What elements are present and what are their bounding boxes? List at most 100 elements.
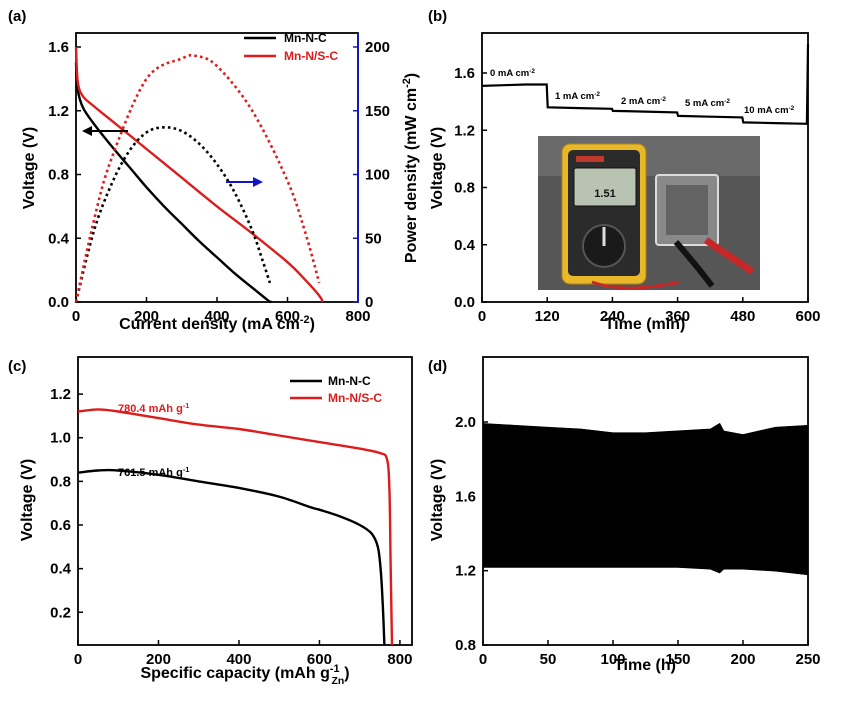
y2-tick-label: 100 bbox=[365, 167, 390, 184]
y-tick-label: 1.6 bbox=[48, 39, 69, 56]
red-clip-lead bbox=[703, 237, 755, 275]
y-tick-label: 0.4 bbox=[48, 230, 70, 247]
panel-b: 0 120 240 360 480 600 0.0 0.4 0.8 1.2 1.6 (b) Time (… bbox=[428, 8, 821, 333]
y-tick-label: 1.6 bbox=[454, 65, 475, 82]
legend-label-mn-n-c: Mn-N-C bbox=[284, 31, 327, 45]
y-tick-label: 1.6 bbox=[455, 488, 476, 505]
red-probe-wire bbox=[591, 280, 681, 290]
plot-frame bbox=[77, 356, 413, 646]
x-axis-label: Specific capacity (mAh g-1 Zn) bbox=[140, 663, 349, 687]
legend-label-mn-n-c: Mn-N-C bbox=[328, 374, 371, 388]
x-tick-label: 0 bbox=[72, 308, 80, 325]
x-tick-label: 400 bbox=[226, 651, 251, 668]
x-axis-label: Time (h) bbox=[614, 657, 676, 674]
y-axis-label: Voltage (V) bbox=[429, 459, 446, 541]
series-discharge-lower bbox=[483, 566, 809, 576]
superscript: -2 bbox=[300, 314, 310, 326]
y-tick-label: 0.4 bbox=[454, 237, 476, 254]
superscript: -1 bbox=[183, 465, 190, 474]
y-axis-label: Voltage (V) bbox=[21, 127, 38, 209]
superscript: -2 bbox=[660, 96, 666, 103]
panel-label-d: (d) bbox=[428, 358, 447, 375]
superscript: -2 bbox=[724, 98, 730, 105]
x-tick-label: 360 bbox=[665, 308, 690, 325]
x-tick-label: 0 bbox=[479, 651, 487, 668]
y-tick-label: 1.0 bbox=[50, 430, 71, 447]
y-axis-label: Voltage (V) bbox=[429, 127, 446, 209]
series-discharge-voltage bbox=[481, 44, 810, 125]
superscript: -2 bbox=[789, 105, 795, 112]
series-mn-ns-c-power bbox=[74, 53, 321, 303]
superscript: -1 bbox=[330, 663, 340, 675]
y-tick-label: 1.2 bbox=[454, 122, 475, 139]
series-mn-ns-c-voltage bbox=[74, 46, 324, 303]
current-density-annotation: 5 mA cm-2 bbox=[685, 98, 730, 110]
current-density-annotation: 0 mA cm-2 bbox=[490, 68, 535, 80]
current-density-annotation: 1 mA cm-2 bbox=[555, 91, 600, 103]
y2-tick-label: 200 bbox=[365, 39, 390, 56]
x-tick-label: 120 bbox=[535, 308, 560, 325]
y-tick-label: 0.8 bbox=[48, 167, 69, 184]
x-axis-label: Current density (mA cm-2) bbox=[119, 314, 315, 333]
plot-frame bbox=[481, 32, 809, 303]
superscript: -2 bbox=[401, 78, 413, 88]
panel-label-c: (c) bbox=[8, 358, 26, 375]
multimeter-reading: 1.51 bbox=[594, 188, 615, 200]
multimeter-display bbox=[573, 167, 637, 207]
legend-label-mn-ns-c: Mn-N/S-C bbox=[328, 391, 382, 405]
y-tick-label: 0.0 bbox=[48, 294, 69, 311]
y-tick-label: 0.6 bbox=[50, 517, 71, 534]
y-tick-label: 0.8 bbox=[50, 473, 71, 490]
y-tick-label: 1.2 bbox=[48, 103, 69, 120]
x-tick-label: 0 bbox=[74, 651, 82, 668]
x-tick-label: 150 bbox=[665, 651, 690, 668]
multimeter-brand bbox=[576, 156, 604, 162]
panel-c: 0 200 400 600 800 0.2 0.4 0.6 0.8 1.0 1.2 (c) Specif… bbox=[8, 356, 413, 687]
y-tick-label: 0.8 bbox=[455, 637, 476, 654]
x-axis-label-end: ) bbox=[344, 665, 349, 682]
x-tick-label: 600 bbox=[307, 651, 332, 668]
y2-axis-label: Power density (mW cm-2) bbox=[401, 73, 420, 263]
y-axis-label: Voltage (V) bbox=[19, 459, 36, 541]
capacity-annotation-mn-ns-c: 780.4 mAh g-1 bbox=[118, 401, 189, 416]
battery-cell bbox=[666, 185, 708, 235]
x-tick-label: 600 bbox=[275, 308, 300, 325]
x-tick-label: 200 bbox=[134, 308, 159, 325]
y2-tick-label: 50 bbox=[365, 230, 382, 247]
y-tick-label: 0.0 bbox=[454, 294, 475, 311]
y-tick-label: 2.0 bbox=[455, 414, 476, 431]
y-tick-label: 0.4 bbox=[50, 561, 72, 578]
capacity-annotation-mn-n-c: 761.5 mAh g-1 bbox=[118, 465, 189, 480]
x-axis-label: Time (min) bbox=[605, 316, 686, 333]
x-tick-label: 250 bbox=[795, 651, 820, 668]
cycling-band bbox=[482, 423, 809, 575]
y2-tick-label: 150 bbox=[365, 103, 390, 120]
x-tick-label: 0 bbox=[478, 308, 486, 325]
x-tick-label: 200 bbox=[146, 651, 171, 668]
subscript: Zn bbox=[332, 676, 345, 687]
current-density-annotation: 2 mA cm-2 bbox=[621, 96, 666, 108]
superscript: -1 bbox=[183, 401, 190, 410]
inset-photo: 1.51 bbox=[538, 136, 760, 290]
superscript: -2 bbox=[529, 68, 535, 75]
series-charge-upper bbox=[482, 422, 809, 436]
series-mn-n-c-voltage bbox=[74, 62, 273, 304]
arrow-head-right bbox=[253, 177, 263, 187]
black-clip-lead bbox=[673, 240, 715, 288]
x-tick-label: 100 bbox=[600, 651, 625, 668]
x-tick-label: 240 bbox=[600, 308, 625, 325]
panel-a: 0 200 400 600 800 0.0 0.4 0.8 1.2 1.6 0 50 100 150 200… bbox=[8, 8, 420, 333]
y-tick-label: 0.2 bbox=[50, 604, 71, 621]
series-mn-n-c bbox=[77, 468, 386, 646]
legend-label-mn-ns-c: Mn-N/S-C bbox=[284, 49, 338, 63]
x-tick-label: 600 bbox=[795, 308, 820, 325]
panel-label-b: (b) bbox=[428, 8, 447, 25]
y-tick-label: 1.2 bbox=[455, 563, 476, 580]
x-tick-label: 800 bbox=[387, 651, 412, 668]
x-tick-label: 200 bbox=[730, 651, 755, 668]
series-mn-ns-c bbox=[77, 408, 394, 646]
x-tick-label: 50 bbox=[540, 651, 557, 668]
y-tick-label: 0.8 bbox=[454, 180, 475, 197]
arrow-head-left bbox=[82, 126, 92, 136]
y-tick-label: 1.2 bbox=[50, 386, 71, 403]
